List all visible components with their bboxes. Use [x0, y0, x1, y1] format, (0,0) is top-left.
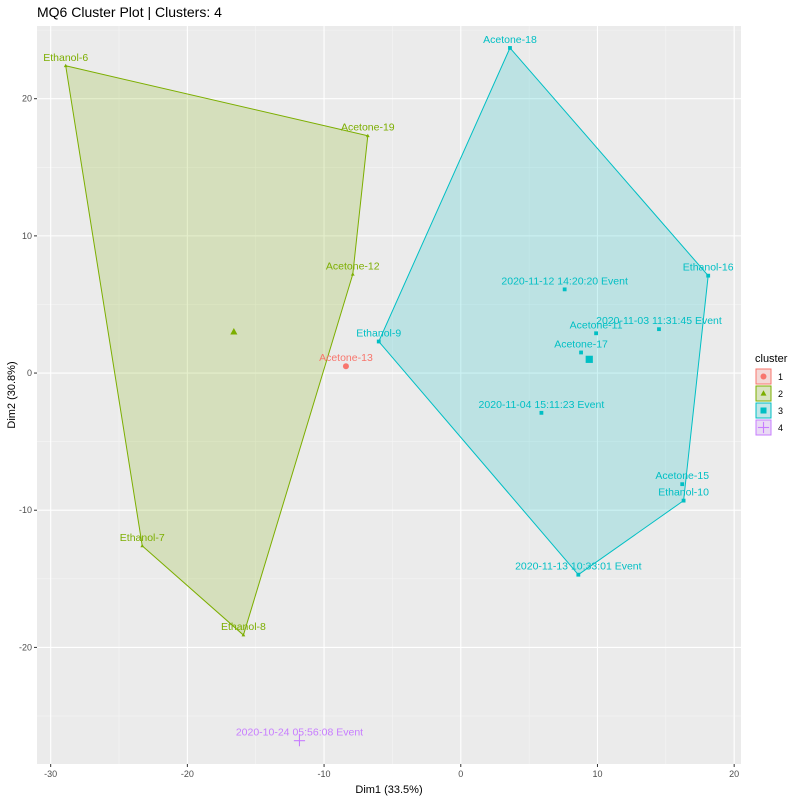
cluster-3-point	[680, 482, 685, 487]
cluster-4-point	[293, 735, 306, 747]
x-axis-title: Dim1 (33.5%)	[355, 784, 422, 796]
cluster-hulls	[65, 47, 709, 636]
y-axis-ticks: -20 -10 0 10 20	[19, 94, 37, 652]
data-points	[63, 46, 711, 747]
chart-title: MQ6 Cluster Plot | Clusters: 4	[37, 4, 222, 20]
cluster-3-centroid	[585, 355, 593, 363]
legend-item-1: 1	[754, 367, 783, 386]
y-tick-label: -20	[19, 642, 32, 652]
legend-key-symbol	[760, 390, 767, 396]
point-label: Ethanol-9	[356, 328, 401, 340]
x-tick-label: 0	[458, 769, 463, 779]
point-label: 2020-11-13 10:33:01 Event	[515, 561, 642, 573]
x-tick-label: 10	[592, 769, 602, 779]
y-tick-label: 0	[27, 368, 32, 378]
cluster-3-point	[657, 327, 661, 332]
cluster-2-point	[241, 633, 246, 637]
cluster-2-point	[140, 543, 145, 548]
point-label: Ethanol-7	[120, 532, 165, 544]
x-tick-label: -10	[318, 769, 331, 779]
point-label: Acetone-18	[483, 34, 537, 46]
legend-label: 4	[778, 423, 783, 433]
cluster-3-hull	[378, 47, 709, 576]
point-label: 2020-11-03 11:31:45 Event	[596, 315, 722, 327]
cluster-2-centroid	[230, 328, 238, 335]
legend-item-4: 4	[754, 418, 783, 437]
legend-title: cluster	[755, 353, 788, 365]
y-tick-label: 20	[22, 94, 32, 104]
point-label: Acetone-13	[319, 352, 373, 364]
point-label: Ethanol-6	[43, 52, 88, 64]
cluster-2-hull	[65, 65, 369, 636]
cluster-2-point	[365, 133, 370, 138]
legend-item-3: 3	[754, 401, 783, 420]
point-label: Acetone-17	[554, 338, 608, 350]
point-label: Acetone-12	[326, 260, 380, 272]
point-label: 2020-11-12 14:20:20 Event	[501, 275, 628, 287]
cluster-2-point	[63, 63, 68, 68]
cluster-3-point	[376, 339, 381, 344]
y-tick-label: -10	[19, 505, 32, 515]
point-label: Ethanol-8	[221, 621, 266, 633]
point-label: Ethanol-10	[658, 487, 709, 499]
x-tick-label: -30	[44, 769, 57, 779]
point-label: Acetone-11	[570, 319, 623, 331]
x-axis-ticks: -30 -20 -10 0 10 20	[44, 764, 739, 779]
legend-label: 2	[778, 389, 783, 399]
point-label: 2020-10-24 05:56:08 Event	[236, 727, 363, 739]
legend-key-symbol	[757, 421, 770, 434]
cluster-3-point	[576, 572, 581, 577]
cluster-1-point	[342, 363, 349, 370]
major-gridlines	[37, 26, 741, 764]
x-tick-label: -20	[181, 769, 194, 779]
point-label: 2020-11-04 15:11:23 Event	[479, 399, 605, 411]
cluster-3-point	[579, 350, 583, 355]
point-label: Acetone-19	[341, 122, 395, 134]
y-axis-title: Dim2 (30.8%)	[6, 361, 18, 428]
point-label: Ethanol-16	[683, 262, 734, 274]
minor-gridlines	[37, 26, 741, 764]
legend-key-symbol	[760, 407, 767, 414]
legend-label: 3	[778, 406, 783, 416]
cluster-3-point	[681, 498, 686, 503]
cluster-2-point	[350, 272, 355, 276]
x-tick-label: 20	[729, 769, 739, 779]
cluster-3-point	[562, 287, 567, 292]
legend-label: 1	[778, 372, 783, 382]
plot-panel	[37, 26, 741, 764]
cluster-3-point	[706, 273, 711, 278]
cluster-3-point	[539, 410, 544, 415]
y-tick-label: 10	[22, 231, 32, 241]
legend-key-symbol	[760, 373, 767, 380]
cluster-3-point	[594, 331, 598, 336]
legend: cluster 1 2 3 4	[754, 353, 788, 437]
point-label: Acetone-15	[655, 470, 709, 482]
cluster-3-point	[508, 46, 512, 50]
point-labels: Acetone-13 Ethanol-6 Acetone-19 Acetone-12 E…	[43, 34, 734, 739]
